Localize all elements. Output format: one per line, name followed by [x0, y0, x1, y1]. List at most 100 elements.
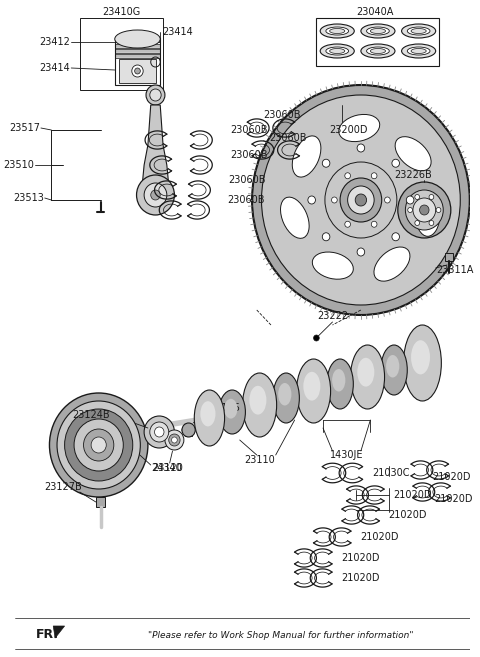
- Circle shape: [429, 221, 434, 225]
- Ellipse shape: [280, 197, 309, 238]
- Ellipse shape: [407, 27, 430, 35]
- Text: 23124B: 23124B: [72, 410, 110, 420]
- Text: 1430JE: 1430JE: [330, 450, 363, 460]
- Text: 23222: 23222: [317, 311, 348, 321]
- Ellipse shape: [312, 252, 353, 279]
- Text: 23517: 23517: [9, 123, 40, 133]
- Text: 23060B: 23060B: [269, 133, 307, 143]
- Ellipse shape: [326, 27, 348, 35]
- Circle shape: [413, 198, 436, 222]
- Ellipse shape: [371, 49, 385, 53]
- Circle shape: [146, 85, 165, 105]
- Ellipse shape: [361, 44, 395, 58]
- Ellipse shape: [350, 345, 384, 409]
- Text: 21020D: 21020D: [393, 490, 432, 500]
- Text: 21020D: 21020D: [341, 553, 380, 563]
- Bar: [115, 49, 160, 53]
- Polygon shape: [96, 497, 105, 507]
- Circle shape: [355, 194, 367, 206]
- Text: 21020D: 21020D: [360, 532, 398, 542]
- Circle shape: [415, 221, 420, 225]
- Ellipse shape: [404, 325, 441, 401]
- Circle shape: [332, 197, 337, 203]
- Text: 23226B: 23226B: [394, 170, 432, 180]
- Ellipse shape: [411, 28, 426, 34]
- Circle shape: [308, 196, 315, 204]
- Ellipse shape: [381, 345, 407, 395]
- Text: "Please refer to Work Shop Manual for further information": "Please refer to Work Shop Manual for fu…: [148, 631, 413, 639]
- Ellipse shape: [327, 359, 353, 409]
- Text: 23510: 23510: [3, 160, 34, 170]
- Ellipse shape: [367, 47, 389, 55]
- Text: 23127B: 23127B: [44, 482, 82, 492]
- Circle shape: [436, 208, 441, 212]
- Bar: [115, 44, 160, 48]
- Circle shape: [151, 190, 160, 200]
- Ellipse shape: [402, 44, 436, 58]
- Circle shape: [384, 197, 390, 203]
- Ellipse shape: [395, 137, 431, 171]
- Circle shape: [252, 85, 470, 315]
- Circle shape: [392, 159, 399, 168]
- Text: 21020D: 21020D: [432, 472, 470, 482]
- Circle shape: [49, 393, 148, 497]
- Text: 23410G: 23410G: [102, 7, 141, 17]
- Ellipse shape: [115, 30, 160, 48]
- Ellipse shape: [415, 193, 440, 237]
- Text: 23060B: 23060B: [264, 110, 301, 120]
- Text: 23513: 23513: [13, 193, 44, 203]
- Ellipse shape: [386, 355, 399, 378]
- Polygon shape: [115, 38, 160, 42]
- Text: 23412: 23412: [39, 37, 70, 47]
- Circle shape: [165, 430, 184, 450]
- Ellipse shape: [303, 372, 320, 401]
- Circle shape: [132, 65, 143, 77]
- Ellipse shape: [297, 359, 331, 423]
- Text: 23120: 23120: [153, 463, 183, 473]
- Circle shape: [429, 194, 434, 200]
- Bar: [119, 59, 156, 83]
- Circle shape: [415, 194, 420, 200]
- Circle shape: [74, 419, 123, 471]
- Ellipse shape: [361, 24, 395, 38]
- Ellipse shape: [357, 358, 374, 386]
- Ellipse shape: [402, 24, 436, 38]
- Polygon shape: [53, 626, 65, 638]
- Ellipse shape: [326, 47, 348, 55]
- Circle shape: [313, 335, 319, 341]
- Circle shape: [150, 422, 169, 442]
- Ellipse shape: [194, 390, 225, 446]
- Circle shape: [57, 401, 140, 489]
- Circle shape: [406, 190, 443, 230]
- Circle shape: [408, 208, 412, 212]
- Ellipse shape: [330, 28, 345, 34]
- Text: FR.: FR.: [36, 629, 60, 641]
- Text: 23060B: 23060B: [228, 175, 266, 185]
- Text: 23200D: 23200D: [330, 125, 368, 135]
- Circle shape: [398, 182, 451, 238]
- Circle shape: [392, 233, 399, 240]
- Circle shape: [357, 248, 365, 256]
- Circle shape: [325, 162, 397, 238]
- Ellipse shape: [330, 49, 345, 53]
- Polygon shape: [445, 253, 453, 261]
- Text: 23110: 23110: [244, 455, 275, 465]
- Text: 23414: 23414: [39, 63, 70, 73]
- Circle shape: [135, 68, 140, 74]
- Text: 21030C: 21030C: [372, 468, 410, 478]
- Ellipse shape: [407, 47, 430, 55]
- Ellipse shape: [224, 399, 238, 419]
- Circle shape: [91, 437, 106, 453]
- Ellipse shape: [278, 383, 291, 405]
- Text: 23060B: 23060B: [230, 125, 268, 135]
- Bar: [316, 18, 440, 66]
- Text: 24340: 24340: [152, 463, 182, 473]
- Circle shape: [348, 186, 374, 214]
- Ellipse shape: [411, 49, 426, 53]
- Circle shape: [407, 196, 414, 204]
- Text: 23060B: 23060B: [228, 195, 265, 205]
- Text: 23125: 23125: [209, 403, 240, 413]
- Circle shape: [372, 221, 377, 227]
- Ellipse shape: [219, 390, 245, 434]
- Circle shape: [345, 173, 350, 179]
